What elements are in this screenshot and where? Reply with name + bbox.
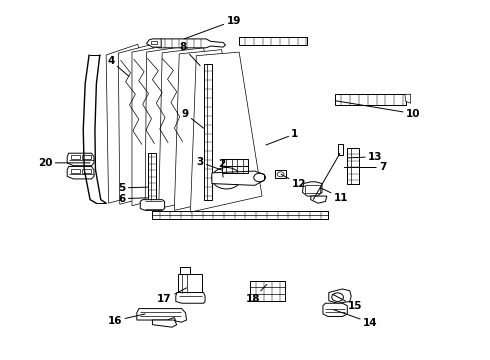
Polygon shape: [176, 293, 205, 303]
Text: 20: 20: [38, 158, 90, 168]
Text: 8: 8: [179, 42, 200, 66]
Text: 19: 19: [184, 16, 241, 39]
Text: 4: 4: [107, 56, 129, 76]
Text: 3: 3: [196, 157, 221, 170]
Bar: [147, 153, 156, 200]
Bar: [305, 185, 319, 193]
Text: 9: 9: [181, 109, 203, 128]
Bar: [203, 64, 212, 200]
Bar: [151, 41, 157, 44]
Polygon shape: [191, 52, 262, 212]
Polygon shape: [158, 39, 225, 48]
Text: 5: 5: [119, 183, 147, 193]
Bar: [71, 168, 80, 173]
Polygon shape: [311, 196, 327, 203]
Text: 16: 16: [108, 314, 145, 326]
Bar: [152, 211, 328, 219]
Text: 13: 13: [347, 152, 382, 162]
Text: 17: 17: [157, 288, 187, 304]
Polygon shape: [137, 309, 187, 322]
Bar: [71, 155, 80, 159]
Bar: [275, 170, 286, 178]
Bar: [250, 281, 285, 301]
Polygon shape: [323, 303, 347, 316]
Text: 12: 12: [281, 174, 306, 189]
Bar: [178, 274, 202, 293]
Polygon shape: [118, 44, 182, 204]
Polygon shape: [67, 166, 94, 179]
Bar: [82, 168, 91, 173]
Polygon shape: [152, 320, 177, 327]
Polygon shape: [140, 200, 165, 210]
Bar: [221, 159, 248, 166]
Bar: [347, 148, 360, 184]
Bar: [221, 166, 248, 173]
Polygon shape: [302, 182, 322, 196]
Bar: [335, 94, 406, 105]
Polygon shape: [329, 289, 351, 303]
Polygon shape: [405, 94, 411, 103]
Polygon shape: [212, 171, 265, 185]
Text: 18: 18: [246, 284, 267, 303]
Polygon shape: [159, 48, 229, 208]
Polygon shape: [106, 44, 167, 203]
Text: 7: 7: [344, 162, 386, 172]
Text: 2: 2: [218, 159, 225, 177]
Text: 15: 15: [333, 294, 363, 311]
Polygon shape: [147, 39, 161, 47]
Bar: [239, 37, 307, 45]
Text: 1: 1: [266, 129, 298, 145]
Bar: [180, 267, 190, 274]
Bar: [82, 155, 91, 159]
Polygon shape: [174, 50, 246, 210]
Text: 11: 11: [320, 188, 348, 203]
Polygon shape: [132, 45, 196, 206]
Polygon shape: [67, 153, 94, 166]
Text: 14: 14: [334, 310, 377, 328]
Text: 10: 10: [335, 101, 420, 118]
Bar: [338, 144, 343, 155]
Text: 6: 6: [119, 194, 147, 203]
Polygon shape: [145, 46, 213, 207]
